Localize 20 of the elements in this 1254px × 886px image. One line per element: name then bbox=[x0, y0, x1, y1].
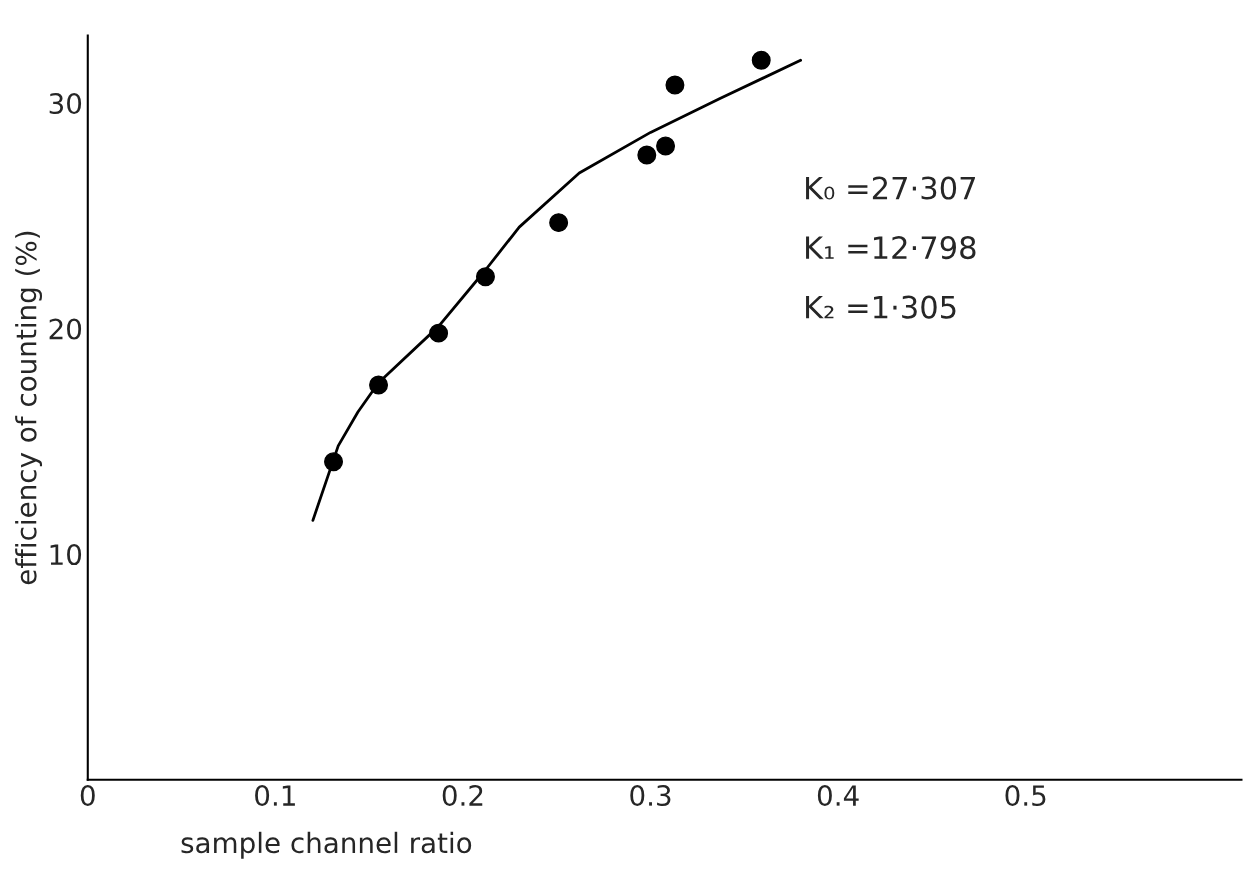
y-tick-label: 10 bbox=[50, 544, 82, 566]
point bbox=[751, 50, 771, 70]
annotation: K₂ =1·305 bbox=[806, 295, 956, 319]
y-tick-label: 20 bbox=[49, 318, 82, 340]
y-tick-label: 30 bbox=[49, 93, 82, 115]
x-tick-label: 0.5 bbox=[1005, 785, 1046, 807]
point bbox=[656, 136, 676, 156]
x-tick-label: 0.4 bbox=[817, 785, 859, 807]
x-tick-label: 0 bbox=[80, 785, 95, 807]
point bbox=[549, 213, 569, 233]
point bbox=[637, 145, 657, 165]
point bbox=[665, 75, 685, 95]
y-axis-title: efficiency of counting (%) bbox=[15, 231, 43, 585]
annotation: K₁ =12·798 bbox=[806, 236, 976, 260]
x-tick-label: 0.3 bbox=[630, 785, 671, 807]
annotation: K₀ =27·307 bbox=[806, 176, 975, 200]
x-axis-title: sample channel ratio bbox=[181, 831, 472, 859]
line-series bbox=[311, 58, 803, 522]
x-tick-label: 0.2 bbox=[442, 785, 483, 807]
x-tick-label: 0.1 bbox=[255, 785, 295, 807]
